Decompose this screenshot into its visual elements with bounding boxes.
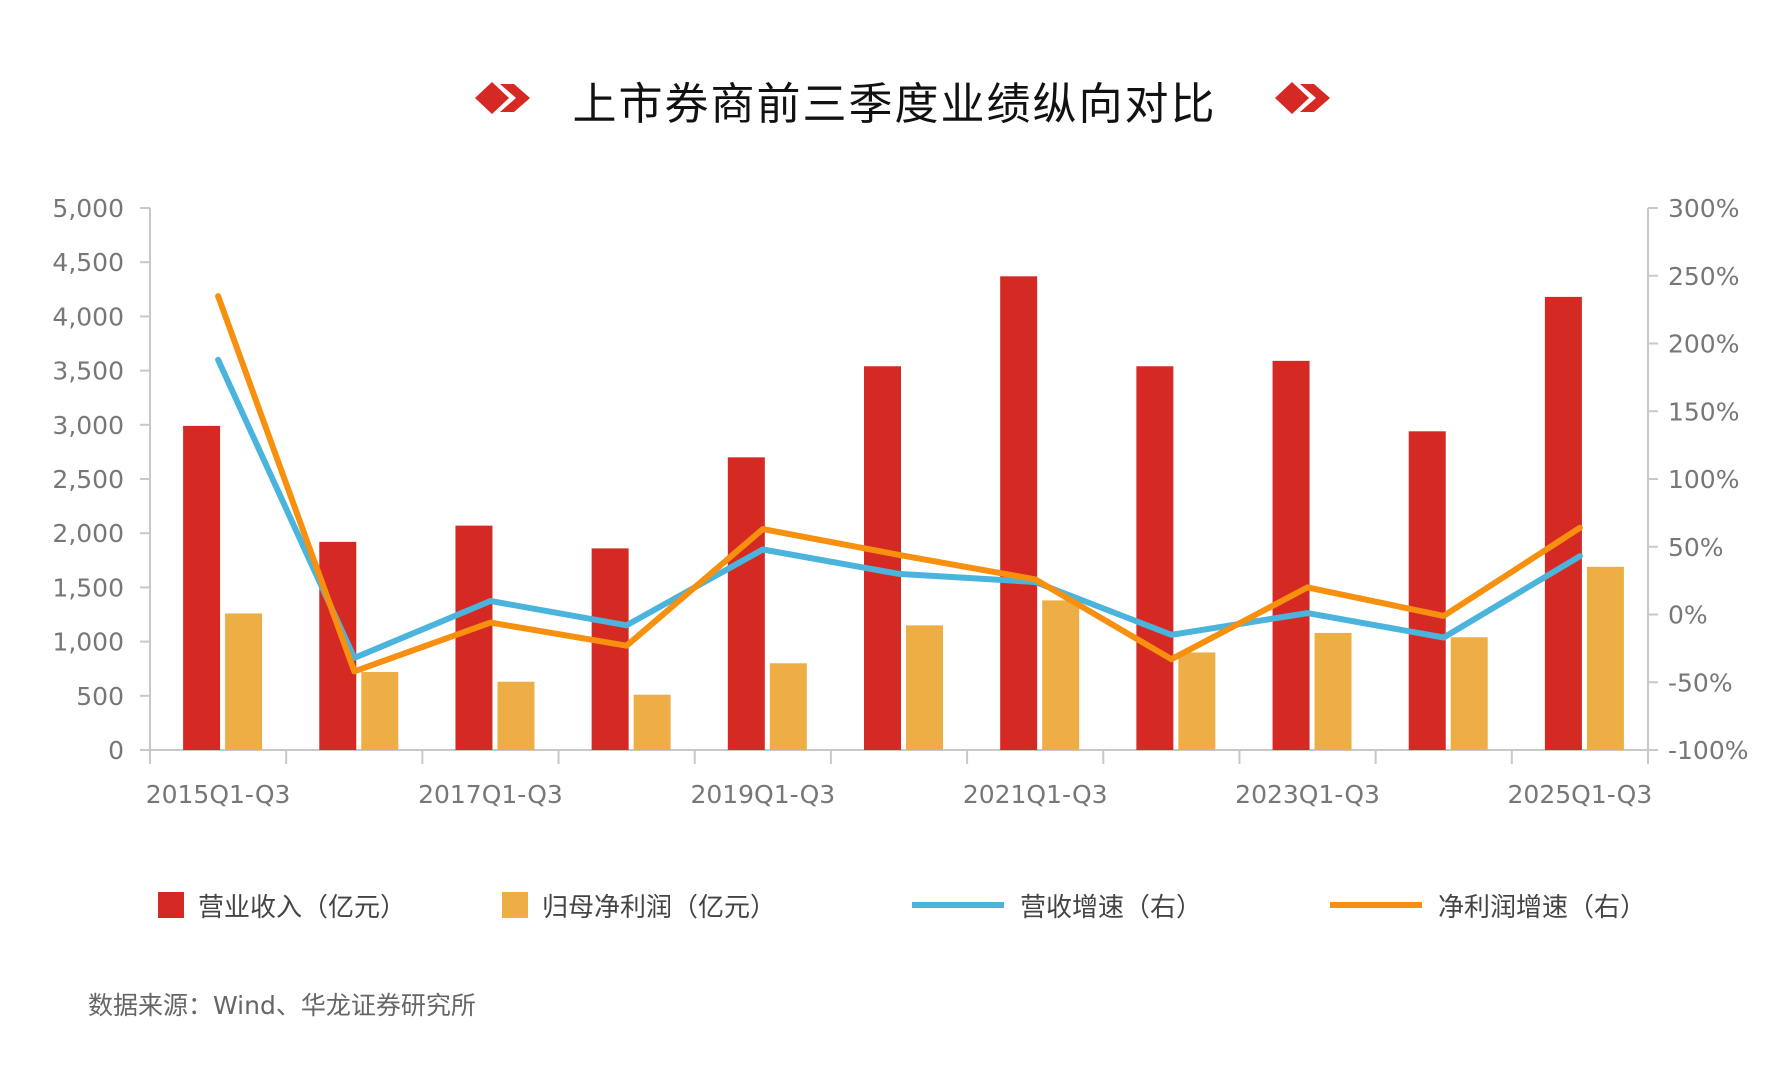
diamond-decoration-icon [475, 82, 530, 114]
bar-revenue [864, 366, 901, 750]
bar-revenue [1408, 431, 1446, 750]
bar-profit [225, 613, 263, 750]
bar-profit [769, 663, 807, 750]
bar-profit [1314, 632, 1352, 750]
legend-swatch-revenue [158, 892, 184, 918]
x-axis-tick-label: 2017Q1-Q3 [418, 780, 563, 809]
left-axis-tick-label: 1,000 [52, 628, 124, 657]
line-profit-growth [215, 293, 1583, 675]
left-axis-tick-label: 3,000 [52, 411, 124, 440]
x-axis-tick-label: 2021Q1-Q3 [963, 780, 1108, 809]
legend-line-revenue-growth [912, 902, 1004, 908]
legend-label-profit-growth: 净利润增速（右） [1438, 892, 1647, 923]
right-axis-tick-label: 300% [1668, 194, 1739, 223]
bar-revenue [1544, 296, 1582, 750]
bar-profit [1042, 600, 1080, 750]
bar-profit [1450, 637, 1488, 750]
left-axis-tick-label: 500 [76, 682, 124, 711]
chart-title: 上市券商前三季度业绩纵向对比 [572, 79, 1217, 130]
right-y-axis: -100% -50% 0% 50% 100% 150% 200% 250% 300% [1647, 194, 1749, 765]
left-axis-tick-label: 3,500 [52, 357, 124, 386]
left-axis-tick-label: 1,500 [52, 573, 124, 602]
legend-item-profit-growth: 净利润增速（右） [1330, 880, 1646, 930]
right-axis-tick-label: 100% [1668, 465, 1739, 494]
left-axis-tick-label: 0 [108, 736, 124, 765]
legend-label-revenue-growth: 营收增速（右） [1020, 892, 1203, 923]
left-axis-tick-label: 5,000 [52, 194, 124, 223]
right-axis-tick-label: -50% [1668, 668, 1733, 697]
legend: 营业收入（亿元） 归母净利润（亿元） 营收增速（右） 净利润增速（右） [0, 880, 1789, 930]
line-series-group [215, 293, 1583, 675]
bar-series-group [183, 276, 1624, 750]
right-axis-tick-label: 0% [1668, 601, 1708, 630]
bar-profit [497, 681, 535, 750]
bar-revenue [1000, 276, 1038, 750]
x-axis-tick-label: 2015Q1-Q3 [146, 780, 291, 809]
legend-item-revenue-growth: 营收增速（右） [912, 880, 1202, 930]
x-axis-tick-label: 2025Q1-Q3 [1508, 780, 1653, 809]
bar-profit [361, 671, 399, 750]
legend-label-revenue: 营业收入（亿元） [198, 892, 407, 923]
x-axis-tick-label: 2019Q1-Q3 [690, 780, 835, 809]
legend-item-profit: 归母净利润（亿元） [502, 880, 776, 930]
legend-swatch-profit [502, 892, 528, 918]
legend-item-revenue: 营业收入（亿元） [158, 880, 406, 930]
line-revenue-growth [215, 356, 1583, 661]
left-axis-tick-label: 4,000 [52, 302, 124, 331]
bar-profit [1178, 652, 1216, 750]
diamond-decoration-icon [1275, 82, 1330, 114]
x-axis: 2015Q1-Q3 2017Q1-Q3 2019Q1-Q3 2021Q1-Q3 2023… [146, 749, 1653, 809]
combo-chart: 0 500 1,000 1,500 2,000 2,500 3,000 3,500 4,000 4… [52, 194, 1749, 809]
right-axis-tick-label: 200% [1668, 330, 1739, 359]
bar-revenue [727, 457, 765, 750]
bar-profit [906, 625, 943, 750]
bar-revenue [1136, 366, 1174, 750]
right-axis-tick-label: 150% [1668, 397, 1739, 426]
title-area: 上市券商前三季度业绩纵向对比 [0, 60, 1789, 140]
right-axis-tick-label: -100% [1668, 736, 1749, 765]
left-axis-tick-label: 2,000 [52, 519, 124, 548]
bar-revenue [1272, 360, 1310, 750]
bar-profit [633, 694, 671, 750]
legend-line-profit-growth [1330, 902, 1422, 908]
legend-label-profit: 归母净利润（亿元） [542, 892, 777, 923]
right-axis-tick-label: 50% [1668, 533, 1724, 562]
bar-revenue [591, 548, 629, 750]
left-axis-tick-label: 2,500 [52, 465, 124, 494]
bar-revenue [455, 525, 493, 750]
right-axis-tick-label: 250% [1668, 262, 1739, 291]
x-axis-tick-label: 2023Q1-Q3 [1235, 780, 1380, 809]
left-axis-tick-label: 4,500 [52, 248, 124, 277]
left-y-axis: 0 500 1,000 1,500 2,000 2,500 3,000 3,500 4,000 4… [52, 194, 151, 765]
source-note: 数据来源：Wind、华龙证券研究所 [88, 991, 476, 1020]
bar-revenue [183, 425, 221, 750]
bar-profit [1586, 566, 1624, 750]
